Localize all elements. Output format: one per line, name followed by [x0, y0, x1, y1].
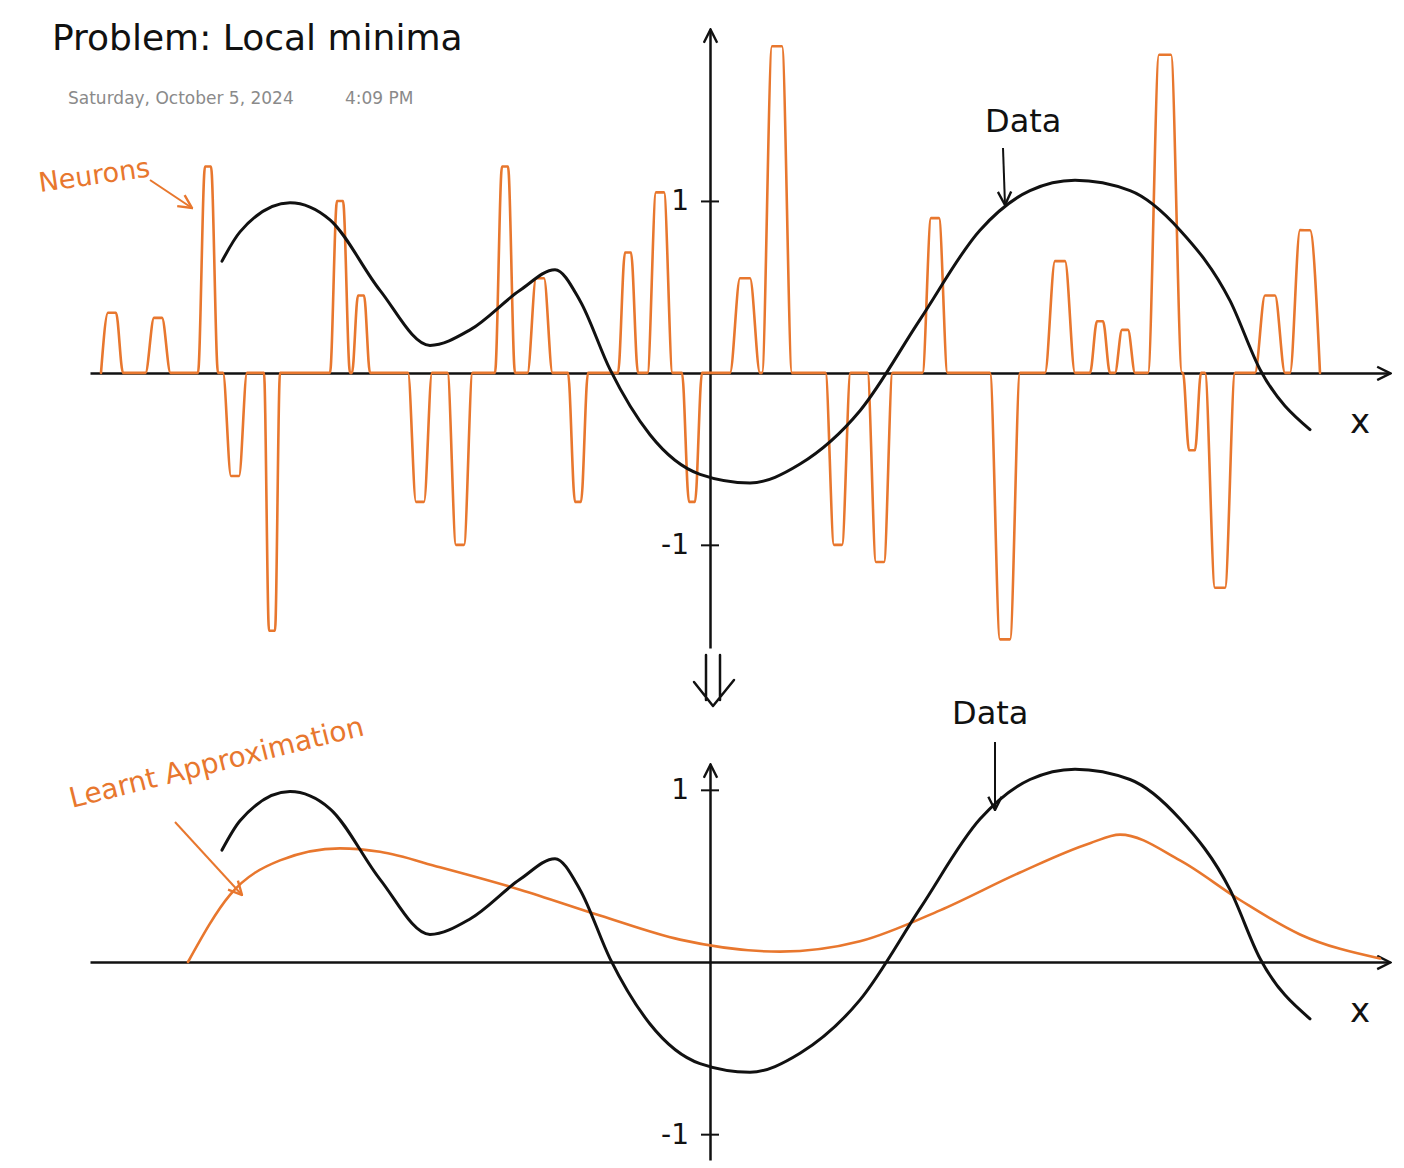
x-axis-label: x — [1350, 990, 1370, 1030]
series-label: Data — [985, 102, 1061, 140]
annotation-arrow — [994, 742, 996, 810]
chart-panel: Problem: Local minima Saturday, October 5… — [37, 17, 1391, 649]
y-tick-label: 1 — [671, 773, 689, 806]
y-tick-label: -1 — [661, 528, 689, 561]
subtitle: Saturday, October 5, 2024 — [68, 88, 294, 108]
annotation-arrow — [175, 822, 242, 895]
x-axis-label: x — [1350, 401, 1370, 441]
transition-arrow — [694, 655, 734, 706]
series-label: Data — [952, 694, 1028, 732]
y-tick: -1 — [661, 1118, 719, 1151]
y-axis-line — [709, 765, 712, 1161]
series-line — [101, 46, 1320, 639]
y-tick-mark — [701, 789, 719, 791]
series-label: Learnt Approximation — [66, 710, 367, 815]
y-axis-line — [709, 30, 712, 649]
y-tick-mark — [701, 544, 719, 546]
y-axis: -1 1 — [661, 765, 719, 1161]
x-axis — [91, 962, 1391, 963]
down-arrow — [694, 655, 734, 706]
chart-panel: -1 1 x Data Learnt Approximation — [66, 694, 1391, 1161]
title: Problem: Local minima — [52, 17, 463, 58]
annotation-arrow — [1003, 148, 1005, 205]
y-tick-label: 1 — [671, 184, 689, 217]
series-line — [188, 835, 1380, 962]
series-line — [222, 769, 1310, 1072]
y-tick-label: -1 — [661, 1118, 689, 1151]
series-label: Neurons — [37, 152, 152, 198]
y-tick-mark — [701, 1134, 719, 1136]
y-tick: 1 — [671, 773, 719, 806]
y-tick: 1 — [671, 184, 719, 217]
plot-area — [101, 46, 1320, 639]
y-tick: -1 — [661, 528, 719, 561]
series-line — [222, 180, 1310, 483]
y-tick-mark — [701, 200, 719, 202]
annotation: 4:09 PM — [345, 88, 414, 108]
plot-area — [188, 769, 1380, 1072]
annotation-arrow — [150, 180, 192, 208]
x-axis-line — [91, 961, 1391, 964]
canvas: Problem: Local minima Saturday, October 5… — [0, 0, 1404, 1168]
